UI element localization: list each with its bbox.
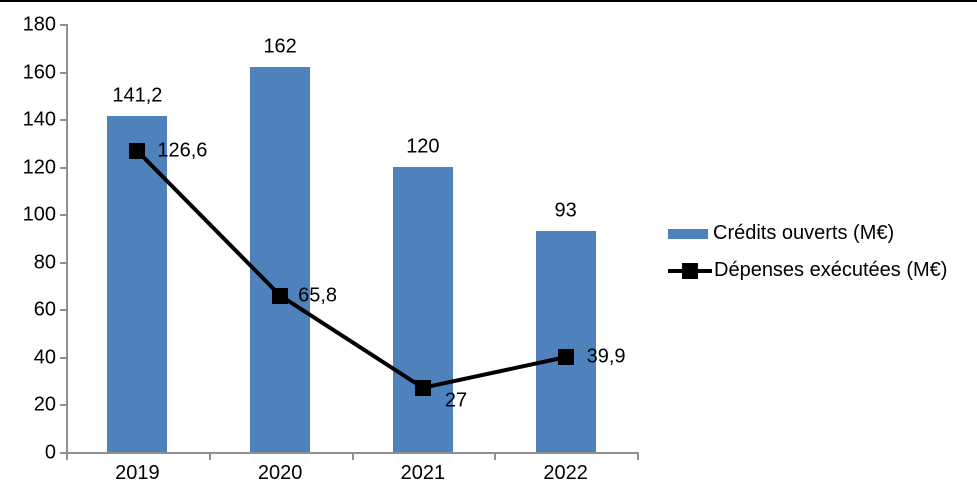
y-axis-line [66, 24, 68, 452]
x-axis-tick [66, 454, 68, 460]
y-axis-tick [60, 166, 66, 169]
line-value-label: 39,9 [586, 345, 626, 368]
x-axis-category-label: 2022 [543, 462, 588, 484]
x-axis-tick [494, 454, 497, 460]
legend-square-marker-icon [682, 262, 698, 279]
y-axis-tick-label: 100 [22, 203, 56, 226]
legend-item-depenses-executees: Dépenses exécutées (M€) [668, 252, 947, 289]
y-axis-tick-label: 0 [44, 441, 56, 464]
legend-line-marker-swatch-icon [668, 262, 712, 279]
line-value-label: 65,8 [298, 284, 338, 307]
x-axis-line [66, 452, 639, 454]
x-axis-tick [351, 454, 354, 460]
x-axis-category-label: 2020 [257, 462, 303, 484]
line-value-label: 126,6 [157, 139, 208, 162]
bar-value-label: 93 [554, 199, 577, 222]
bar-value-label: 141,2 [112, 84, 163, 107]
x-axis-tick [208, 454, 211, 460]
line-marker-2021 [414, 379, 431, 396]
line-marker-2020 [272, 287, 289, 304]
y-axis-tick-label: 120 [22, 156, 56, 179]
y-axis-tick-label: 40 [33, 346, 56, 369]
bar-value-label: 162 [263, 35, 297, 58]
legend-item-credits-ouverts: Crédits ouverts (M€) [668, 215, 947, 252]
y-axis-tick [60, 404, 66, 407]
bar-2021 [392, 166, 453, 452]
y-axis-tick [60, 261, 66, 264]
y-axis-tick-label: 140 [22, 108, 56, 131]
legend-bar-swatch-icon [668, 228, 708, 239]
line-marker-2022 [557, 349, 574, 366]
y-axis-tick [60, 71, 66, 74]
y-axis-tick-label: 160 [22, 61, 56, 84]
y-axis-tick-label: 80 [33, 251, 56, 274]
legend-label-credits-ouverts: Crédits ouverts (M€) [713, 222, 895, 244]
y-axis-tick-label: 20 [33, 393, 56, 416]
bar-2022 [535, 230, 596, 452]
y-axis-tick [60, 309, 66, 312]
y-axis-tick [60, 356, 66, 359]
bar-value-label: 120 [406, 135, 440, 158]
legend-label-depenses-executees: Dépenses exécutées (M€) [714, 259, 948, 281]
x-axis-category-label: 2019 [115, 462, 160, 484]
legend: Crédits ouverts (M€) Dépenses exécutées … [668, 215, 947, 289]
line-marker-2019 [129, 142, 146, 159]
bar-2019 [107, 116, 168, 452]
x-axis-category-label: 2021 [400, 462, 446, 484]
y-axis-tick [60, 214, 66, 217]
top-border-line [0, 0, 977, 2]
y-axis-tick [60, 452, 66, 454]
line-value-label: 27 [444, 389, 468, 412]
bar-2020 [250, 66, 311, 452]
y-axis-tick-label: 180 [22, 13, 56, 36]
y-axis-tick [60, 119, 66, 122]
x-axis-tick [637, 454, 639, 460]
y-axis-tick [60, 24, 66, 26]
y-axis-tick-label: 60 [33, 298, 56, 321]
